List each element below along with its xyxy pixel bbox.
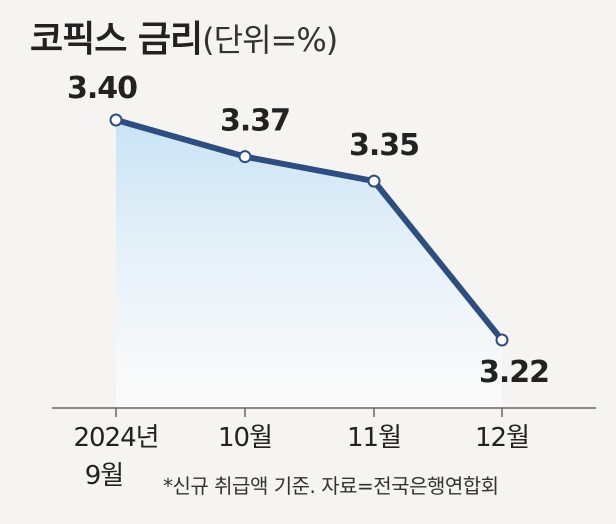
series-line <box>113 117 505 343</box>
data-label: 3.40 <box>67 71 137 106</box>
unit-label: (단위=%) <box>202 21 338 59</box>
x-tick-label: 11월 <box>347 423 401 453</box>
chart-title-text: 코픽스 금리 <box>30 19 203 60</box>
data-point <box>495 333 509 347</box>
footnote: *신규 취급액 기준. 자료=전국은행연합회 <box>163 474 499 498</box>
data-point <box>109 113 123 127</box>
x-tick-label: 12월 <box>475 423 529 453</box>
x-tick-label: 2024년 9월 <box>73 423 158 491</box>
data-point <box>238 150 252 164</box>
data-point <box>367 174 381 188</box>
chart-title: 코픽스 금리(단위=%) <box>30 10 338 62</box>
data-label: 3.37 <box>220 104 290 139</box>
data-label: 3.22 <box>479 355 549 390</box>
area-fill <box>116 120 502 408</box>
data-label: 3.35 <box>349 128 419 163</box>
x-tick-label: 10월 <box>218 423 272 453</box>
